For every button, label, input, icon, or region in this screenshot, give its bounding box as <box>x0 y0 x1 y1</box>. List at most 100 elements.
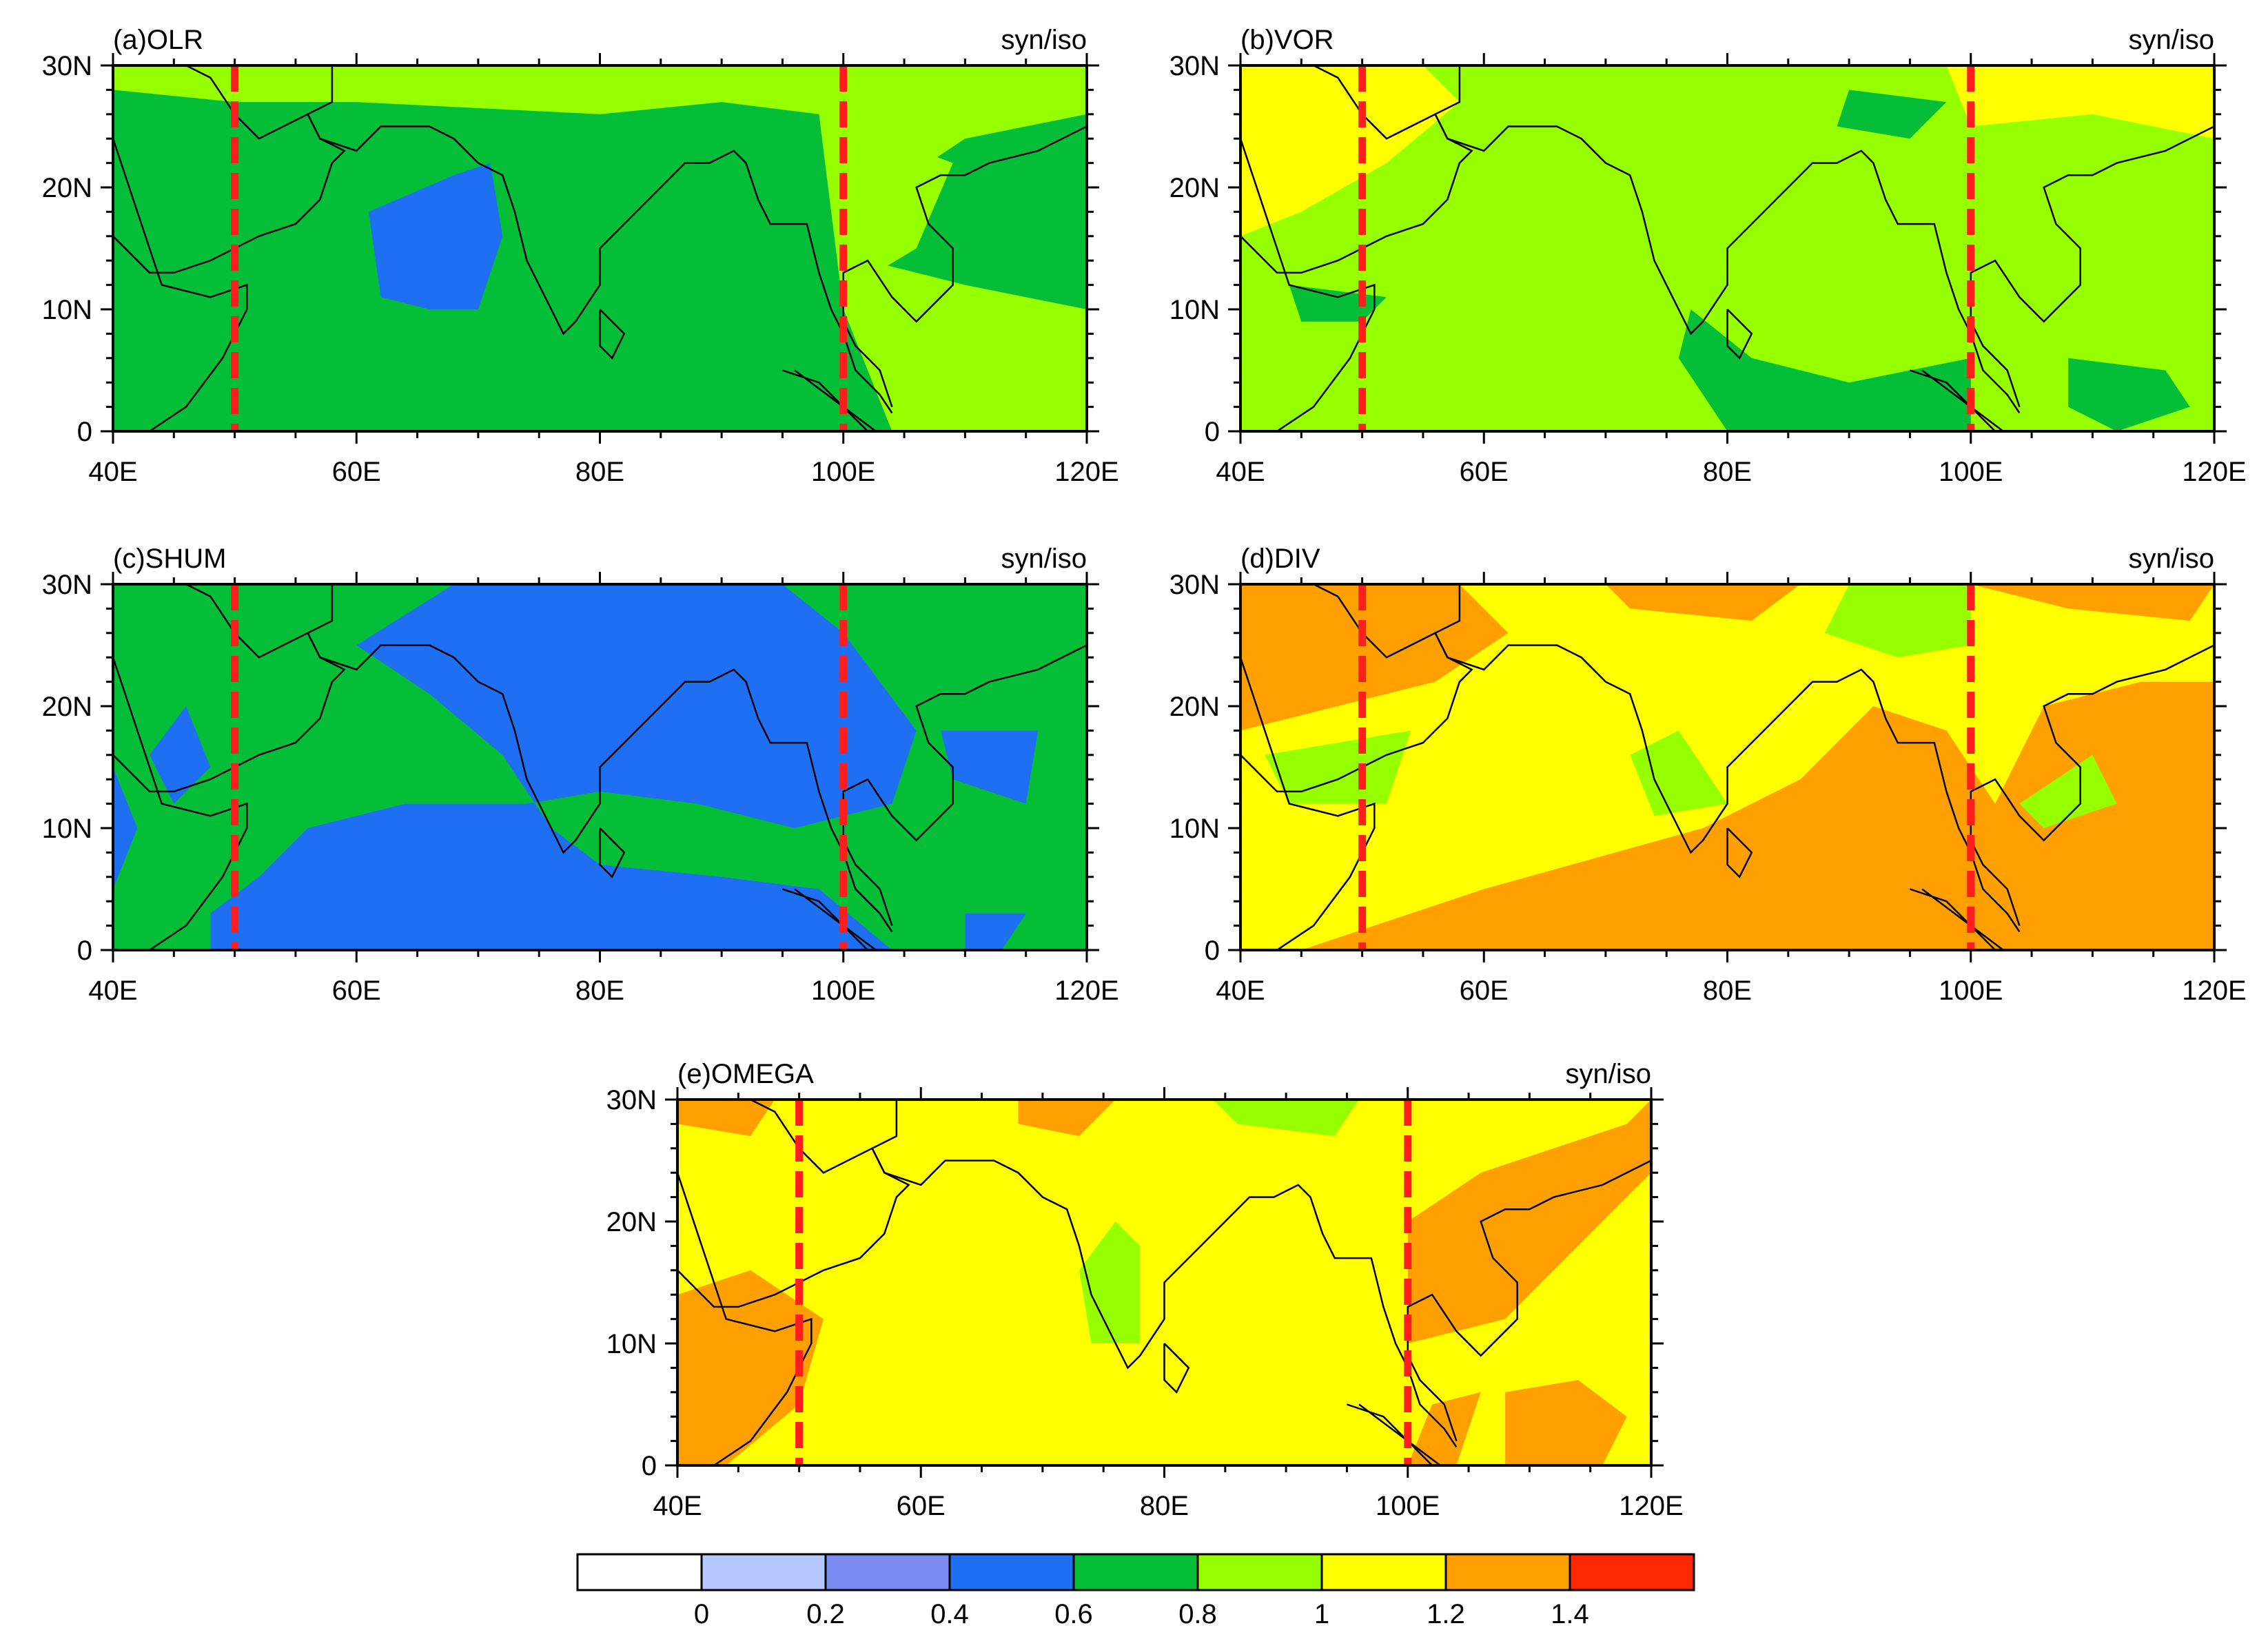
coastline-path <box>306 584 893 933</box>
contour-regions <box>1240 584 2214 950</box>
x-tick-label: 120E <box>1054 457 1118 487</box>
contour-region <box>1630 730 1728 816</box>
coastline-path <box>113 65 346 274</box>
x-tick-label: 40E <box>653 1491 702 1521</box>
coastline-path <box>870 1100 1458 1448</box>
y-tick-label: 10N <box>606 1329 657 1359</box>
x-tick-label: 60E <box>332 976 381 1006</box>
contour-region <box>1678 309 1971 431</box>
coastline-path <box>842 125 1087 407</box>
y-tick-label: 20N <box>1169 173 1220 203</box>
panel-title: (b)VOR <box>1240 25 1334 55</box>
coastline-path <box>599 827 626 878</box>
contour-region <box>1837 90 1947 139</box>
coastline-path <box>1433 584 2021 933</box>
x-tick-label: 120E <box>1054 976 1118 1006</box>
coastline <box>1240 584 2214 950</box>
panel-ratio-label: syn/iso <box>1001 544 1087 574</box>
coastline-path <box>1240 657 1376 950</box>
contour-region <box>113 767 138 889</box>
contour-regions <box>1240 65 2214 431</box>
coastline-path <box>1726 309 1753 360</box>
x-tick-label: 120E <box>2182 457 2246 487</box>
coastline <box>113 65 1087 431</box>
x-tick-label: 120E <box>2182 976 2246 1006</box>
y-tick-label: 30N <box>42 51 92 81</box>
y-tick-label: 20N <box>606 1207 657 1237</box>
contour-region <box>1605 584 1801 621</box>
contour-region <box>1970 584 2214 621</box>
x-tick-label: 80E <box>575 976 624 1006</box>
x-tick-label: 100E <box>1939 457 2003 487</box>
contour-region <box>150 706 211 804</box>
colorbar-swatch <box>1569 1553 1695 1591</box>
colorbar: 0 0.2 0.4 0.6 0.8 1 1.2 1.4 <box>576 1553 1695 1629</box>
panel-ratio-label: syn/iso <box>2129 544 2215 574</box>
contour-region <box>965 913 1026 950</box>
contour-region <box>677 1270 824 1465</box>
x-tick-label: 100E <box>811 457 875 487</box>
colorbar-label: 0 <box>694 1599 709 1629</box>
y-tick-label: 20N <box>1169 692 1220 722</box>
contour-region <box>2068 358 2190 431</box>
x-tick-label: 60E <box>332 457 381 487</box>
contour-region <box>1213 1100 1360 1137</box>
colorbar-label: 0.6 <box>1054 1599 1093 1629</box>
y-tick-label: 0 <box>642 1451 657 1481</box>
y-tick-label: 0 <box>1205 417 1220 447</box>
coastline-path <box>113 657 248 950</box>
colorbar-label: 0.4 <box>930 1599 969 1629</box>
coastline-path <box>1970 125 2214 407</box>
panel-c: 40E 60E 80E 100E 120E 0 10N 20N 30N (c)SHUM syn/is… <box>42 544 1119 1006</box>
x-tick-label: 100E <box>1939 976 2003 1006</box>
colorbar-label: 0.2 <box>806 1599 845 1629</box>
x-tick-label: 40E <box>1216 976 1265 1006</box>
coastline-path <box>782 888 877 950</box>
colorbar-label: 0.8 <box>1178 1599 1217 1629</box>
panel-a: 40E 60E 80E 100E 120E 0 10N 20N 30N (a)OLR syn/iso <box>42 25 1119 487</box>
y-tick-label: 20N <box>42 692 92 722</box>
panel-b: 40E 60E 80E 100E 120E 0 10N 20N 30N (b)VOR syn/iso <box>1169 25 2247 487</box>
colorbar-swatch <box>824 1553 951 1591</box>
contour-region <box>855 126 953 285</box>
coastline-path <box>113 138 248 431</box>
contour-region <box>677 1100 775 1137</box>
coastline-path <box>1433 65 2021 414</box>
contour-region <box>1018 1100 1116 1137</box>
colorbar-swatch <box>1444 1553 1571 1591</box>
contour-region <box>368 163 503 309</box>
x-tick-label: 80E <box>575 457 624 487</box>
contour-regions <box>677 1100 1651 1465</box>
y-tick-label: 30N <box>1169 51 1220 81</box>
coastline-path <box>1240 584 1473 793</box>
coastline-path <box>842 644 1087 926</box>
contour-region <box>1265 730 1411 804</box>
y-tick-label: 10N <box>1169 814 1220 844</box>
panel-ratio-label: syn/iso <box>1566 1059 1652 1089</box>
colorbar-label: 1.2 <box>1427 1599 1465 1629</box>
panel-title: (c)SHUM <box>113 544 226 574</box>
coastline-path <box>1910 369 2005 431</box>
panel-ratio-label: syn/iso <box>1001 25 1087 55</box>
panel-d: 40E 60E 80E 100E 120E 0 10N 20N 30N (d)DIV syn/iso <box>1169 544 2247 1006</box>
y-tick-label: 0 <box>1205 936 1220 966</box>
coastline-path <box>782 369 877 431</box>
y-tick-label: 30N <box>1169 570 1220 600</box>
coastline-path <box>1407 1159 1651 1441</box>
colorbar-swatch <box>576 1553 703 1591</box>
y-tick-label: 30N <box>42 570 92 600</box>
colorbar-label: 1 <box>1314 1599 1329 1629</box>
coastline-path <box>1347 1403 1442 1465</box>
coastline <box>677 1100 1651 1465</box>
contour-region <box>1240 584 1509 731</box>
y-tick-label: 10N <box>42 814 92 844</box>
y-tick-label: 10N <box>1169 295 1220 325</box>
panel-title: (d)DIV <box>1240 544 1320 574</box>
coastline-path <box>677 1100 910 1308</box>
contour-region <box>1505 1380 1627 1465</box>
contour-region <box>1301 681 2214 950</box>
y-tick-label: 30N <box>606 1085 657 1115</box>
x-tick-label: 40E <box>88 976 137 1006</box>
coastline-path <box>1240 138 1376 431</box>
x-tick-label: 100E <box>811 976 875 1006</box>
